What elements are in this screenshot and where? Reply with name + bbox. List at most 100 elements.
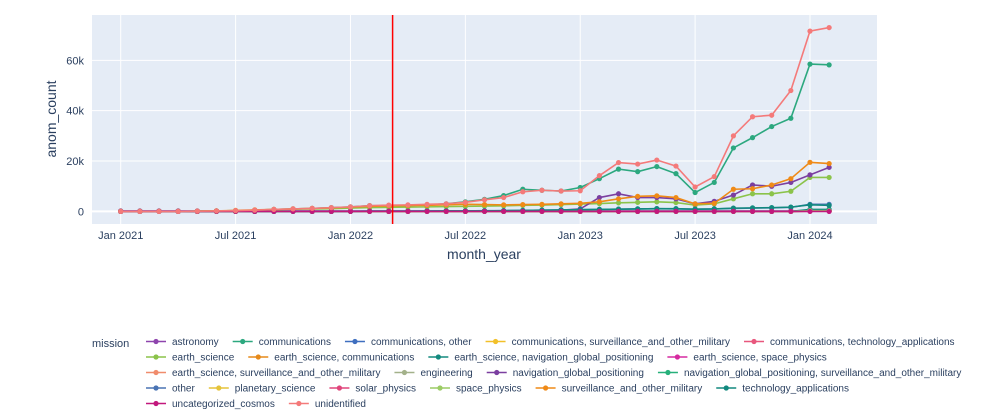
legend-label: surveillance_and_other_military [562,384,703,395]
legend-swatch-marker [401,369,408,376]
legend-item[interactable]: earth_science, surveillance_and_other_mi… [146,368,380,379]
legend-label: earth_science, space_physics [693,353,826,364]
data-point [328,208,334,215]
x-tick-label: Jul 2023 [674,230,716,242]
data-point [749,135,756,141]
data-point [635,161,641,167]
data-point [520,208,526,215]
legend-item[interactable]: technology_applications [716,384,849,395]
legend-item[interactable]: solar_physics [329,384,416,395]
data-point [596,199,602,205]
legend-swatch-marker [542,385,549,391]
data-point [405,202,411,208]
legend-swatch-marker [216,385,222,391]
x-axis-ticks: Jan 2021 Jul 2021 Jan 2022 Jul 2022 Jan 2023… [98,230,833,242]
legend-label: other [172,384,195,395]
legend-swatch-marker [494,369,500,376]
data-point [596,173,602,179]
legend-item[interactable]: earth_science [146,353,235,364]
data-point [826,160,832,167]
legend-swatch-marker [153,338,159,345]
data-point [194,208,200,214]
data-point [615,159,622,166]
data-point [769,191,775,197]
data-point [405,208,411,215]
data-point [749,114,756,120]
data-point [807,61,813,67]
legend-label: earth_science, communications [274,353,414,364]
legend-item[interactable]: surveillance_and_other_military [535,384,703,395]
data-point [673,208,679,215]
data-point [654,199,660,205]
legend-swatch-marker [751,338,757,345]
y-tick-label: 20k [66,156,84,168]
legend-item[interactable]: earth_science, space_physics [667,353,827,364]
legend-label: navigation_global_positioning [513,368,644,379]
data-point [807,159,813,165]
data-point [826,24,832,31]
legend-label: technology_applications [742,384,849,395]
data-point [577,188,583,194]
legend: astronomy communications communications, o… [146,337,961,410]
legend-item[interactable]: earth_science, navigation_global_positio… [428,353,653,364]
data-point [788,208,794,215]
data-point [558,201,564,207]
data-point [635,193,641,199]
data-point [769,112,775,118]
legend-item[interactable]: communications, technology_applications [744,337,955,348]
data-point [615,208,622,215]
legend-item[interactable]: navigation_global_positioning [486,368,644,379]
legend-item[interactable]: communications, surveillance_and_other_m… [485,337,730,348]
data-point [596,194,602,201]
data-point [577,208,583,215]
legend-item[interactable]: communications, other [344,337,472,348]
data-point [711,179,717,186]
x-tick-label: Jul 2022 [445,230,487,242]
data-point [443,201,449,207]
data-point [328,205,334,211]
data-point [749,191,756,197]
data-point [673,171,679,177]
data-point [788,179,794,186]
series-line [120,26,830,213]
data-point [424,208,430,215]
y-axis-title: anom_count [43,80,59,157]
data-point [137,208,143,215]
legend-item[interactable]: engineering [394,368,473,379]
legend-item[interactable]: navigation_global_positioning, surveilla… [657,368,961,379]
legend-item[interactable]: planetary_science [208,384,316,395]
legend-swatch-marker [665,369,671,376]
data-point [615,191,622,197]
y-axis-ticks: 0 20k 40k 60k [66,55,84,218]
legend-label: astronomy [172,337,219,348]
data-point [635,169,641,175]
data-point [424,201,430,207]
data-point [826,208,832,215]
legend-swatch-marker [437,385,443,391]
legend-item[interactable]: unidentified [288,399,366,410]
data-point [807,172,813,178]
legend-item[interactable]: astronomy [146,337,219,348]
legend-item[interactable]: space_physics [430,384,522,395]
data-point [730,196,737,202]
legend-item[interactable]: communications [232,337,331,348]
legend-item[interactable]: uncategorized_cosmos [146,399,275,410]
data-point [692,184,698,190]
data-point [481,197,488,203]
data-point [711,200,717,206]
data-point [788,188,794,194]
legend-swatch-marker [296,400,302,407]
data-point [367,203,373,209]
x-tick-label: Jan 2024 [787,230,832,242]
data-point [539,187,545,193]
data-point [769,205,775,211]
x-axis-title: month_year [447,246,521,262]
data-point [654,193,660,199]
x-tick-label: Jan 2021 [98,230,143,242]
legend-item[interactable]: earth_science, communications [248,353,414,364]
data-point [462,208,468,215]
data-point [807,28,813,34]
data-point [118,208,124,215]
legend-item[interactable]: other [146,384,195,395]
